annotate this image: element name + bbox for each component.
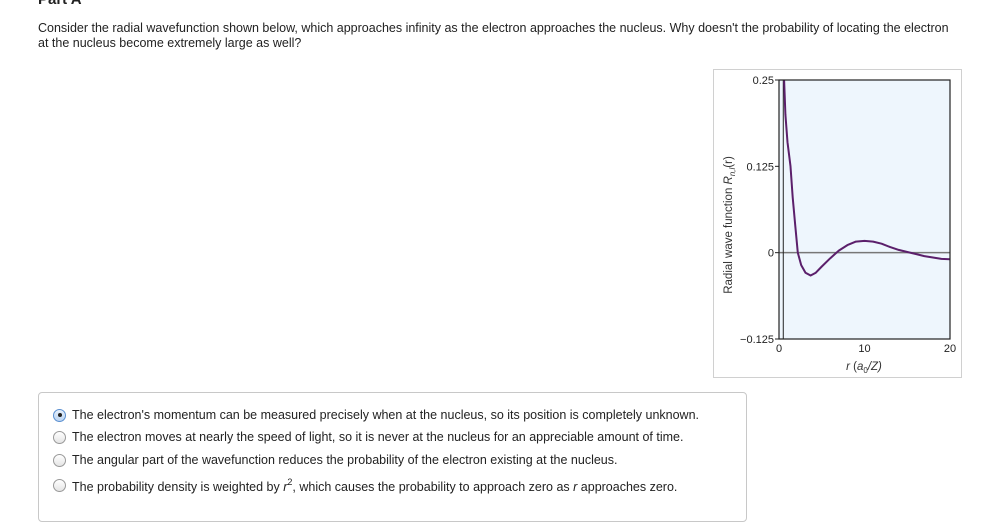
y-tick-label: 0.125	[746, 161, 774, 173]
x-tick-label: 20	[944, 343, 956, 355]
y-axis-label: Radial wave function Rn,l(r)	[723, 156, 737, 294]
answer-option-4[interactable]: The probability density is weighted by r…	[53, 477, 677, 494]
option-label: The electron moves at nearly the speed o…	[72, 430, 684, 444]
wavefunction-curve	[783, 79, 951, 277]
answer-options: The electron's momentum can be measured …	[38, 392, 747, 522]
option-label: The probability density is weighted by r…	[72, 477, 678, 494]
y-tick-label: −0.125	[740, 334, 774, 346]
radio-button[interactable]	[53, 430, 66, 444]
answer-option-2[interactable]: The electron moves at nearly the speed o…	[53, 430, 683, 444]
answer-option-3[interactable]: The angular part of the wavefunction red…	[53, 453, 617, 467]
x-tick-label: 10	[858, 343, 870, 355]
radio-button[interactable]	[53, 479, 66, 492]
answer-option-1[interactable]: The electron's momentum can be measured …	[53, 408, 699, 422]
radial-wavefunction-figure: 0.25 0.125 0 −0.125 0 10 20 Radial wave functi…	[713, 69, 962, 378]
plot-area	[779, 80, 950, 339]
x-tick-label: 0	[776, 343, 782, 355]
part-title: Part A	[38, 0, 82, 8]
plot-frame	[778, 79, 951, 340]
x-axis-label: r (a0/Z)	[846, 361, 882, 375]
y-tick-label: 0	[768, 248, 774, 260]
radio-button-selected[interactable]	[53, 408, 66, 422]
option-label: The angular part of the wavefunction red…	[72, 453, 618, 467]
question-text: Consider the radial wavefunction shown b…	[38, 21, 949, 50]
radio-button[interactable]	[53, 453, 66, 467]
option-label: The electron's momentum can be measured …	[72, 408, 700, 422]
y-tick-label: 0.25	[753, 75, 774, 87]
